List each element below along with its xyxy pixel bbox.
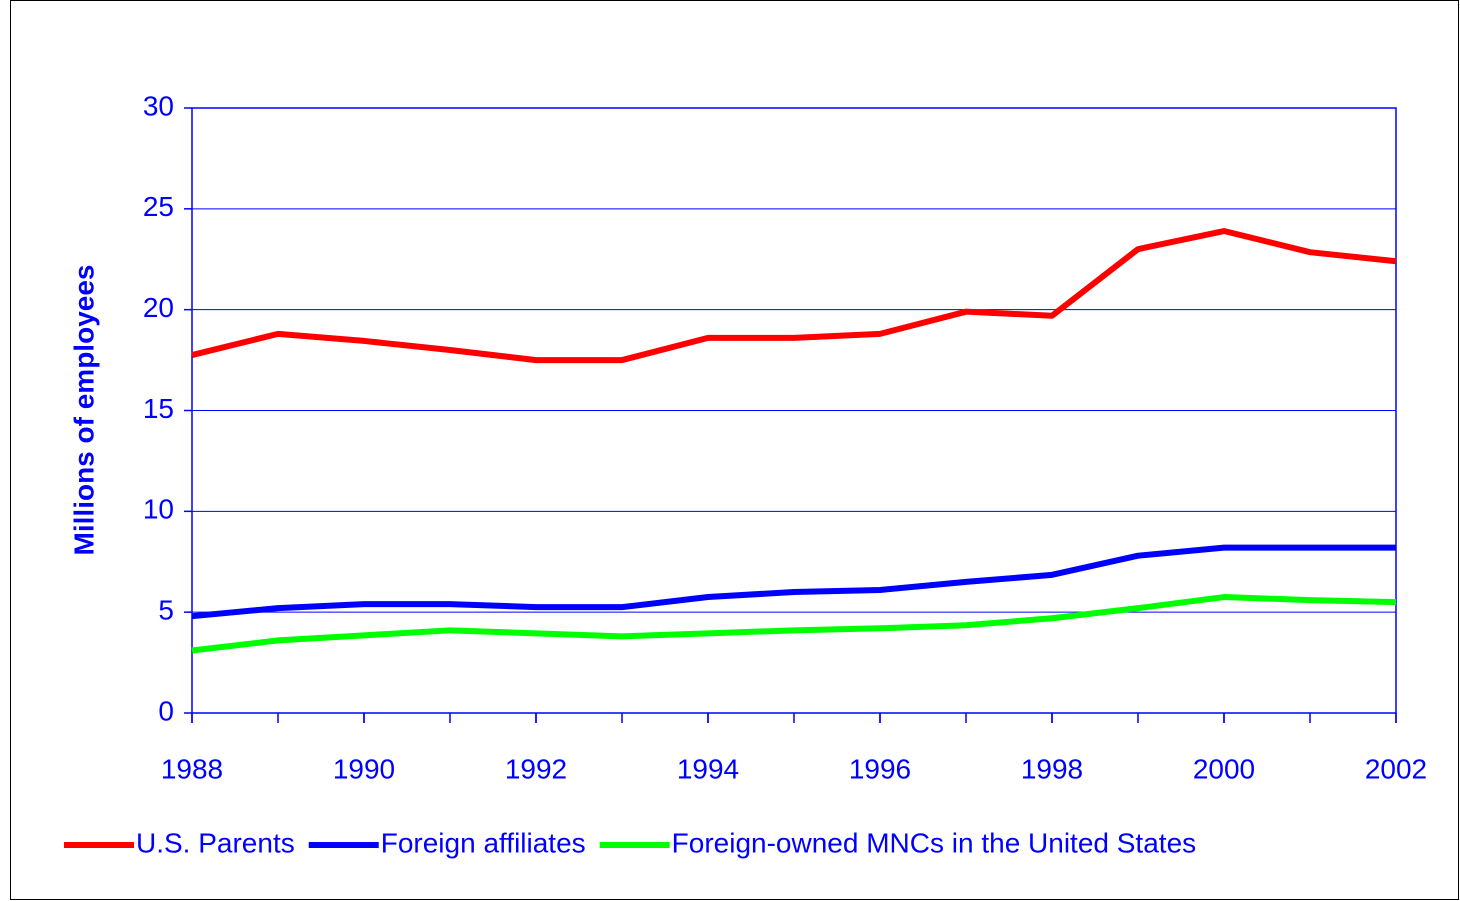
- chart-frame: [10, 0, 1459, 900]
- line-series: [191, 228, 1397, 364]
- x-tick-label: 1992: [505, 753, 567, 784]
- y-tick-label: 10: [143, 494, 174, 525]
- line-series: [191, 594, 1397, 654]
- x-tick-label: 1998: [1021, 753, 1083, 784]
- y-tick-label: 15: [143, 393, 174, 424]
- y-tick-label: 30: [143, 90, 174, 121]
- y-tick-label: 25: [143, 191, 174, 222]
- legend-label: Foreign-owned MNCs in the United States: [672, 827, 1196, 858]
- y-tick-label: 5: [158, 595, 174, 626]
- x-tick-label: 2002: [1365, 753, 1427, 784]
- y-tick-label: 0: [158, 695, 174, 726]
- x-tick-label: 2000: [1193, 753, 1255, 784]
- y-tick-label: 20: [143, 292, 174, 323]
- legend-label: Foreign affiliates: [381, 827, 586, 858]
- line-series: [191, 544, 1396, 620]
- x-tick-label: 1990: [333, 753, 395, 784]
- y-axis-label: Millions of employees: [68, 265, 99, 556]
- x-tick-label: 1994: [677, 753, 739, 784]
- x-tick-label: 1996: [849, 753, 911, 784]
- legend-label: U.S. Parents: [136, 827, 295, 858]
- x-tick-label: 1988: [161, 753, 223, 784]
